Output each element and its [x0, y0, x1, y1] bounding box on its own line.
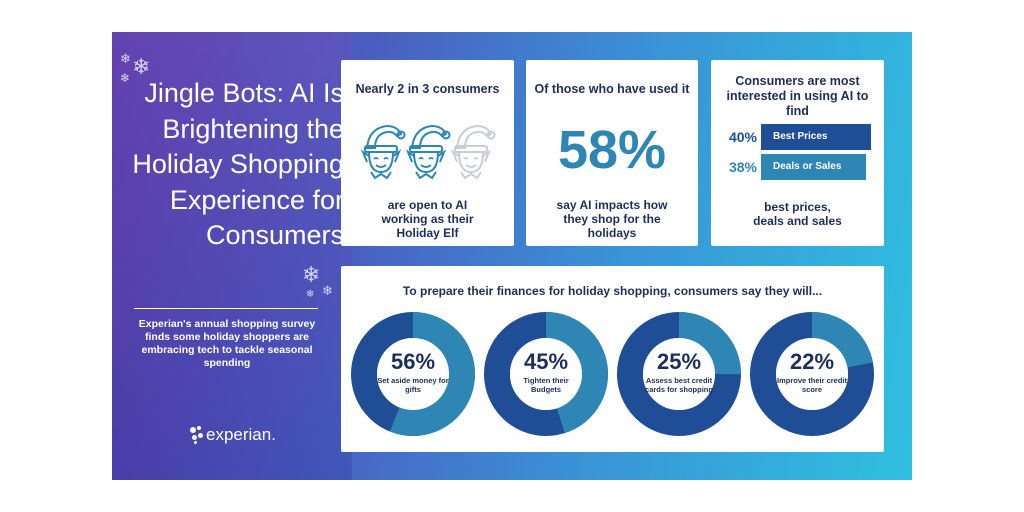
donut-chart: 45% Tighten their Budgets	[484, 312, 608, 436]
interest-bar: Deals or Sales	[761, 154, 866, 180]
used-percent: 58%	[557, 120, 667, 180]
elf-icon	[405, 124, 451, 180]
title-panel	[112, 32, 352, 480]
brand-name: experian.	[206, 425, 276, 444]
interest-bar-row: 38% Deals or Sales	[725, 154, 875, 180]
donut-value-label: 22%	[789, 349, 835, 374]
snowflake-icon: ❄	[322, 283, 333, 298]
snowflake-icon: ❄	[132, 54, 151, 79]
interest-card-footer: best prices, deals and sales	[753, 200, 842, 228]
donut-center	[643, 338, 715, 410]
donut-value-slice	[484, 312, 608, 436]
elf-card-text: are open to AI working as their Holiday …	[381, 198, 474, 240]
snowflake-icon: ❄	[306, 289, 315, 300]
interest-bar-row: 40% Best Prices	[725, 124, 875, 150]
brand-logo: experian.	[190, 424, 280, 448]
donut-value-slice	[617, 312, 741, 436]
snowflake-icon: ❄	[302, 262, 321, 287]
donut-ring	[617, 312, 741, 436]
infographic: ❄ ❄ ❄ ❄ ❄ ❄ Jingle Bots: AI Is Brighteni…	[112, 32, 912, 480]
interest-bar-value: 40%	[728, 129, 757, 145]
interest-bar-value: 38%	[728, 159, 757, 175]
snowflake-icon: ❄	[120, 71, 131, 85]
donut-center	[377, 338, 449, 410]
donut-ring	[484, 312, 608, 436]
donut-center	[776, 338, 848, 410]
elf-icon	[450, 124, 496, 180]
brand-dots-icon	[190, 426, 204, 444]
interest-card-heading: Consumers are most interested in using A…	[726, 74, 869, 118]
used-card-heading: Of those who have used it	[534, 82, 690, 96]
donut-center	[510, 338, 582, 410]
donut-chart-title: To prepare their finances for holiday sh…	[402, 284, 823, 298]
donut-category-label: Set aside money for gifts	[377, 376, 449, 394]
used-card-text: say AI impacts how they shop for the hol…	[556, 198, 668, 240]
snowflake-icon: ❄	[120, 51, 131, 66]
donut-category-label: Improve their credit score	[776, 376, 848, 394]
donut-chart: 22% Improve their credit score	[750, 312, 874, 436]
donut-category-label: Assess best credit cards for shopping	[645, 376, 713, 394]
elf-icon	[361, 124, 406, 180]
used-stat-card: Of those who have used it 58% say AI imp…	[526, 60, 698, 246]
donut-value-slice	[750, 312, 874, 436]
donut-value-label: 56%	[390, 349, 436, 374]
donut-ring	[351, 312, 475, 436]
prepare-card: To prepare their finances for holiday sh…	[341, 266, 884, 452]
page-title: Jingle Bots: AI Is Brightening the Holid…	[132, 78, 344, 250]
interest-card: Consumers are most interested in using A…	[711, 60, 884, 246]
donut-chart: 25% Assess best credit cards for shopping	[617, 312, 741, 436]
elf-stat-card: Nearly 2 in 3 consumers are open to AI w…	[341, 60, 514, 246]
donut-chart: 56% Set aside money for gifts	[351, 312, 475, 436]
donut-value-slice	[351, 312, 475, 436]
elves-graphic	[361, 124, 496, 180]
elf-card-heading: Nearly 2 in 3 consumers	[355, 82, 500, 96]
donut-category-label: Tighten their Budgets	[523, 376, 569, 394]
divider	[134, 308, 318, 309]
donut-value-label: 45%	[523, 349, 569, 374]
donut-ring	[750, 312, 874, 436]
donut-value-label: 25%	[656, 349, 702, 374]
intro-text: Experian's annual shopping survey finds …	[138, 318, 316, 369]
interest-bar: Best Prices	[761, 124, 871, 150]
